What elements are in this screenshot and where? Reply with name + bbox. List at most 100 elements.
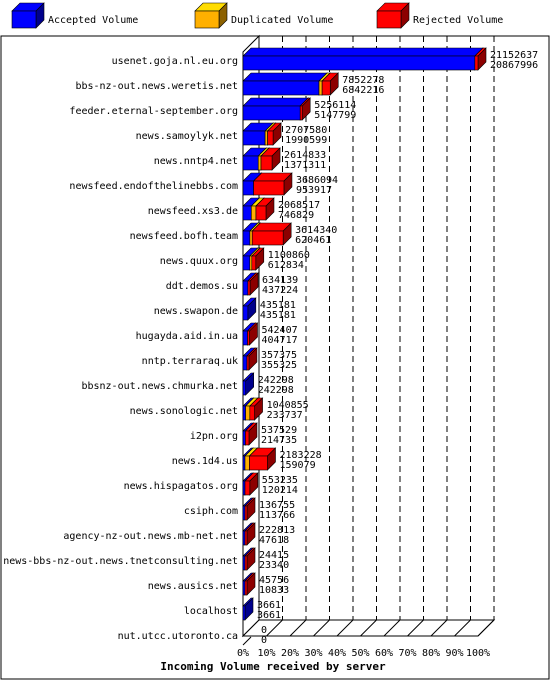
bar-rejected-news-samoylyk-net [267,130,274,146]
value-accepted-agency-nz-out-news-mb-net-net: 47618 [259,535,289,546]
value-accepted-bbsnz-out-news-chmurka-net: 242298 [258,385,294,396]
value-total-news-quux-org: 1100860 [268,250,310,261]
floor-line-2 [289,619,307,637]
bar-accepted-localhost [242,605,246,621]
floor-line-1 [266,619,283,637]
category-label-feeder-eternal-september-org: feeder.eternal-september.org [69,106,238,117]
category-label-news-bbs-nz-out-news-tnetconsulting-net: news-bbs-nz-out.news.tnetconsulting.net [3,556,238,567]
value-accepted-newsfeed-endofthelinebbs-com: 953917 [296,185,332,196]
bar-accepted-usenet-goja-nl-eu-org-top [242,47,484,57]
bar-accepted-feeder-eternal-september-org [242,105,301,121]
bar-duplicated-news-1d4-us [244,455,250,471]
value-accepted-news-nntp4-net: 1371311 [284,160,326,171]
bar-rejected-nntp-terraraq-uk [246,355,250,371]
category-label-news-samoylyk-net: news.samoylyk.net [136,131,238,142]
bar-rejected-usenet-goja-nl-eu-org [474,55,479,71]
x-tick-label: 10% [257,648,275,659]
value-total-news-swapon-de: 435181 [260,300,296,311]
bar-duplicated-news-nntp4-net [257,155,262,171]
value-total-news-1d4-us: 2183228 [279,450,321,461]
category-label-agency-nz-out-news-mb-net-net: agency-nz-out.news.mb-net.net [63,531,238,542]
value-accepted-localhost: 3661 [257,610,281,621]
category-label-newsfeed-endofthelinebbs-com: newsfeed.endofthelinebbs.com [69,181,238,192]
category-label-news-1d4-us: news.1d4.us [172,456,238,467]
bar-accepted-feeder-eternal-september-org-top [242,97,309,107]
x-tick-label: 60% [375,648,393,659]
x-tick-label: 0% [237,648,249,659]
value-total-news-nntp4-net: 2614833 [284,150,326,161]
value-accepted-usenet-goja-nl-eu-org: 20867996 [490,60,538,71]
bar-duplicated-newsfeed-bofh-team [249,230,253,246]
value-total-i2pn-org: 537529 [261,425,297,436]
category-label-news-swapon-de: news.swapon.de [154,306,238,317]
value-accepted-nntp-terraraq-uk: 355325 [261,360,297,371]
category-label-localhost: localhost [184,606,238,617]
x-tick-label: 90% [445,648,463,659]
x-tick-label: 50% [351,648,369,659]
bar-duplicated-news-samoylyk-net [264,130,268,146]
bar-duplicated-newsfeed-xs3-de [250,205,257,221]
category-label-bbs-nz-out-news-weretis-net: bbs-nz-out.news.weretis.net [75,81,238,92]
value-total-csiph-com: 136755 [259,500,295,511]
value-accepted-news-1d4-us: 159079 [279,460,315,471]
category-label-i2pn-org: i2pn.org [190,431,238,442]
value-accepted-news-hispagatos-org: 120214 [262,485,298,496]
bar-accepted-news-sonologic-net [242,405,246,421]
bar-accepted-usenet-goja-nl-eu-org [242,55,476,71]
value-accepted-news-samoylyk-net: 1990599 [285,135,327,146]
value-total-news-samoylyk-net: 2707580 [285,125,327,136]
x-tick-label: 30% [304,648,322,659]
legend-label-rejected-volume: Rejected Volume [413,15,503,26]
bar-rejected-news-1d4-us [249,455,268,471]
value-total-bbsnz-out-news-chmurka-net: 242298 [258,375,294,386]
bar-accepted-news-ausics-net [242,580,246,596]
category-labels: usenet.goja.nl.eu.org bbs-nz-out.news.wer… [3,56,238,642]
value-accepted-news-ausics-net: 10833 [259,585,289,596]
value-accepted-i2pn-org: 214735 [261,435,297,446]
value-accepted-news-bbs-nz-out-news-tnetconsulting-net: 23340 [259,560,289,571]
bar-rejected-news-bbs-nz-out-news-tnetconsulting-net [244,555,248,571]
bar-rejected-newsfeed-xs3-de [255,205,267,221]
bar-rejected-bbs-nz-out-news-weretis-net [321,80,331,96]
bar-accepted-newsfeed-bofh-team [242,230,251,246]
plot-frame [0,35,550,680]
bar-rejected-newsfeed-bofh-team [251,230,284,246]
bar-accepted-newsfeed-endofthelinebbs-com [242,180,254,196]
floor-line-7 [407,619,424,637]
value-total-newsfeed-xs3-de: 2068517 [278,200,320,211]
bar-accepted-newsfeed-xs3-de [242,205,252,221]
x-axis-title: Incoming Volume received by server [160,660,386,673]
category-label-usenet-goja-nl-eu-org: usenet.goja.nl.eu.org [112,56,238,67]
bar-accepted-news-quux-org [242,255,251,271]
value-accepted-bbs-nz-out-news-weretis-net: 6842216 [342,85,384,96]
value-accepted-news-sonologic-net: 233737 [267,410,303,421]
bar-rejected-agency-nz-out-news-mb-net-net [244,530,248,546]
category-label-nntp-terraraq-uk: nntp.terraraq.uk [142,356,238,367]
x-tick-label: 40% [328,648,346,659]
x-tick-labels: 0% 10% 20% 30% 40% 50% 60% 70% 80% 90% 100% [237,648,490,659]
value-total-newsfeed-bofh-team: 3614340 [295,225,337,236]
value-accepted-ddt-demos-su: 437224 [262,285,298,296]
bar-accepted-bbs-nz-out-news-weretis-net [242,80,320,96]
value-accepted-hugayda-aid-in-ua: 404717 [261,335,297,346]
bars [242,47,487,646]
bar-accepted-news-swapon-de [242,305,249,321]
category-label-bbsnz-out-news-chmurka-net: bbsnz-out.news.chmurka.net [81,381,238,392]
value-total-newsfeed-endofthelinebbs-com: 3686094 [296,175,338,186]
value-total-nut-utcc-utoronto-ca: 0 [261,625,267,636]
value-total-nntp-terraraq-uk: 357375 [261,350,297,361]
category-label-csiph-com: csiph.com [184,506,238,517]
value-accepted-feeder-eternal-september-org: 5147799 [314,110,356,121]
bar-rejected-news-nntp4-net [260,155,273,171]
floor-line-8 [430,619,448,637]
bar-accepted-csiph-com [242,505,246,521]
value-total-hugayda-aid-in-ua: 542407 [261,325,297,336]
floor-line-6 [383,619,401,637]
value-total-usenet-goja-nl-eu-org: 21152637 [490,50,538,61]
category-label-newsfeed-bofh-team: newsfeed.bofh.team [130,231,238,242]
legend-label-duplicated-volume: Duplicated Volume [231,15,333,26]
legend-swatch-accepted-volume [11,10,37,29]
value-accepted-newsfeed-xs3-de: 746829 [278,210,314,221]
